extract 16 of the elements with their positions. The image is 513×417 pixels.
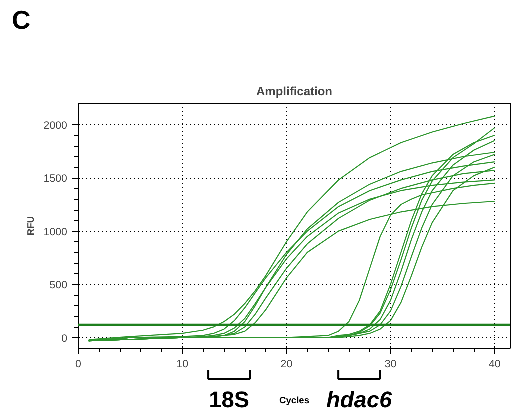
x-tick-label: 0 [76, 358, 82, 370]
x-tick-label: 40 [488, 358, 501, 370]
y-tick-label: 0 [62, 332, 68, 345]
text: C [12, 5, 31, 35]
y-axis-title: RFU [26, 216, 36, 236]
x-axis-title: Cycles [279, 396, 310, 406]
x-tick-label: 30 [384, 358, 397, 370]
y-tick-label: 1500 [44, 173, 68, 186]
y-tick-label: 1000 [44, 226, 68, 238]
y-tick-label: 500 [50, 280, 68, 292]
text: hdac6 [326, 386, 392, 412]
x-tick-label: 10 [176, 358, 189, 370]
x-tick-label: 20 [280, 358, 293, 370]
y-tick-label: 2000 [44, 120, 68, 132]
text: 18S [209, 386, 250, 412]
chart-title: Amplification [256, 84, 333, 98]
